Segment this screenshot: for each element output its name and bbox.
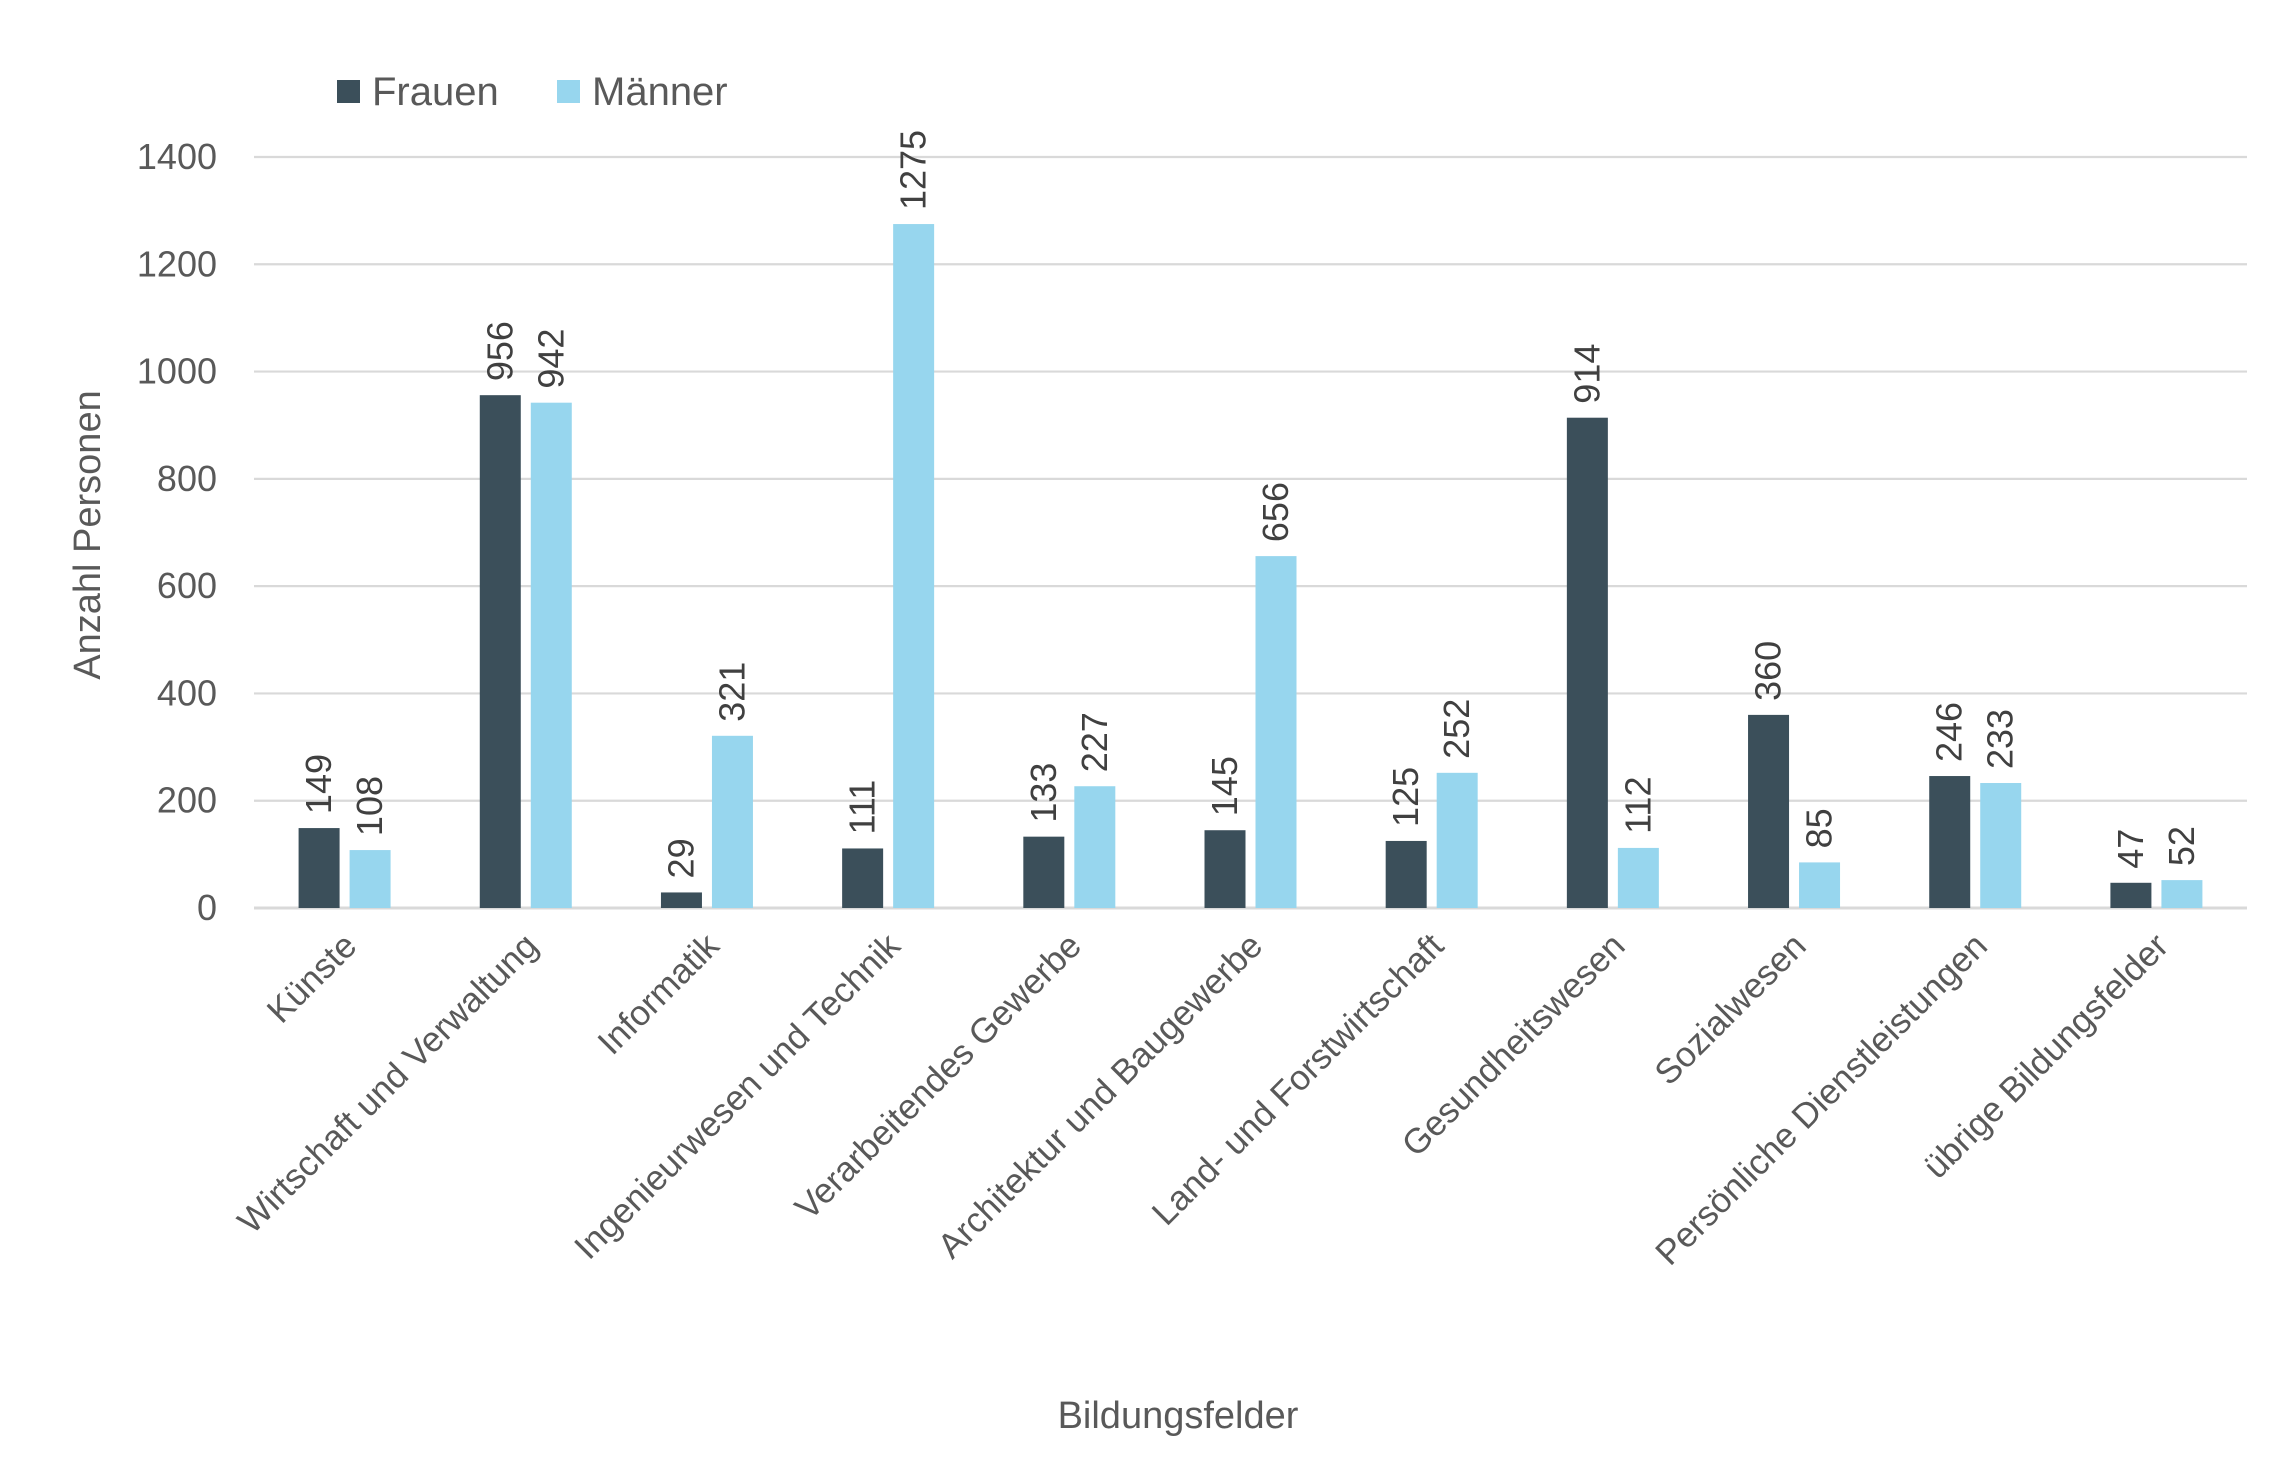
bar-frauen: [1204, 830, 1246, 908]
y-tick-label: 600: [157, 565, 217, 606]
bar-frauen: [1929, 776, 1971, 908]
legend-swatch: [557, 80, 580, 103]
y-tick-label: 1000: [137, 351, 217, 392]
data-label: 360: [1748, 641, 1789, 701]
data-label: 112: [1617, 777, 1658, 834]
y-axis-title: Anzahl Personen: [67, 390, 109, 679]
gridlines: [254, 155, 2247, 910]
legend-label: Männer: [592, 70, 728, 114]
bar-frauen: [1748, 714, 1790, 908]
data-label: 246: [1929, 702, 1970, 762]
y-tick-label: 800: [157, 458, 217, 499]
bar-frauen: [479, 395, 521, 908]
bar-männer: [2161, 880, 2203, 908]
y-tick-label: 1200: [137, 243, 217, 284]
bar-männer: [1074, 786, 1116, 908]
x-tick-label: Ingenieurwesen und Technik: [567, 926, 908, 1267]
data-label: 321: [711, 662, 752, 722]
x-axis-title: Bildungsfelder: [1058, 1395, 1299, 1437]
data-label: 233: [1980, 709, 2021, 769]
bar-männer: [1255, 556, 1297, 908]
bar-männer: [349, 850, 391, 908]
data-label: 29: [660, 838, 701, 878]
bars: [298, 224, 2203, 908]
data-label: 85: [1799, 808, 1840, 848]
x-tick-label: Persönliche Dienstleistungen: [1648, 926, 1995, 1273]
x-tick-label: Verarbeitendes Gewerbe: [788, 926, 1089, 1227]
x-tick-label: Wirtschaft und Verwaltung: [230, 926, 545, 1241]
data-label: 942: [530, 329, 571, 389]
bar-männer: [1617, 847, 1659, 908]
legend-swatch: [337, 80, 360, 103]
y-axis-ticks: 0 200 400 600 800 1000 1200 1400: [137, 136, 217, 928]
bar-frauen: [660, 892, 702, 908]
y-tick-label: 0: [197, 887, 217, 928]
bar-frauen: [298, 828, 340, 908]
bar-frauen: [2110, 882, 2152, 908]
data-label: 227: [1074, 712, 1115, 772]
data-label: 125: [1385, 767, 1426, 827]
bar-männer: [1980, 783, 2022, 908]
y-tick-label: 400: [157, 672, 217, 713]
bar-männer: [1436, 772, 1478, 908]
x-tick-label: Land- und Forstwirtschaft: [1145, 926, 1452, 1233]
data-label: 1275: [893, 130, 934, 210]
data-label: 108: [349, 776, 390, 836]
data-label: 956: [479, 321, 520, 381]
bar-frauen: [842, 848, 884, 908]
data-label: 133: [1023, 763, 1064, 823]
bar-männer: [530, 402, 572, 908]
bar-männer: [1799, 862, 1841, 908]
y-tick-label: 1400: [137, 136, 217, 177]
x-tick-label: Architektur und Baugewerbe: [930, 926, 1270, 1266]
bar-männer: [893, 224, 935, 908]
bar-männer: [711, 735, 753, 908]
legend: Frauen Männer: [337, 70, 728, 114]
x-tick-label: Sozialwesen: [1647, 926, 1814, 1093]
data-label: 145: [1204, 756, 1245, 816]
data-label: 656: [1255, 482, 1296, 542]
data-label: 47: [2110, 829, 2151, 869]
legend-label: Frauen: [372, 70, 499, 114]
x-tick-label: Informatik: [590, 926, 727, 1063]
bar-frauen: [1566, 417, 1608, 908]
data-label: 52: [2161, 826, 2202, 866]
bar-frauen: [1023, 836, 1065, 908]
data-label: 149: [298, 754, 339, 814]
x-tick-label: Künste: [260, 926, 365, 1031]
bar-frauen: [1385, 840, 1427, 908]
data-label: 914: [1566, 344, 1607, 404]
data-label: 111: [842, 780, 883, 835]
y-tick-label: 200: [157, 780, 217, 821]
data-label: 252: [1436, 699, 1477, 759]
